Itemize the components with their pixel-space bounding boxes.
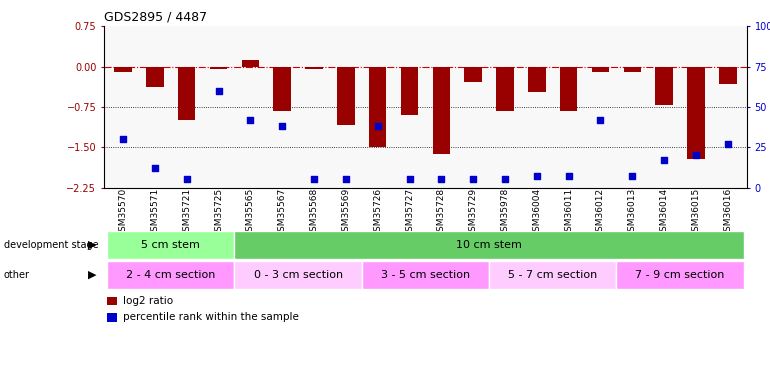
Bar <box>433 67 450 154</box>
Text: GSM36011: GSM36011 <box>564 188 573 237</box>
Text: 5 cm stem: 5 cm stem <box>142 240 200 250</box>
Text: GSM35727: GSM35727 <box>405 188 414 237</box>
Bar <box>617 261 744 289</box>
Bar <box>107 261 234 289</box>
Text: GSM36016: GSM36016 <box>723 188 732 237</box>
Text: GSM36014: GSM36014 <box>660 188 668 237</box>
Bar <box>234 261 362 289</box>
Point <box>213 88 225 94</box>
Point <box>721 141 734 147</box>
Bar <box>114 67 132 72</box>
Point <box>403 177 416 183</box>
Bar <box>369 67 387 147</box>
Bar <box>687 67 705 159</box>
Point <box>371 123 383 129</box>
Point <box>180 177 192 183</box>
Bar <box>528 67 546 92</box>
Text: GSM35571: GSM35571 <box>150 188 159 237</box>
Text: GSM35728: GSM35728 <box>437 188 446 237</box>
Text: 3 - 5 cm section: 3 - 5 cm section <box>381 270 470 280</box>
Bar <box>305 67 323 69</box>
Point <box>276 123 288 129</box>
Text: GSM36015: GSM36015 <box>691 188 701 237</box>
Text: 5 - 7 cm section: 5 - 7 cm section <box>508 270 598 280</box>
Point <box>594 117 607 123</box>
Text: GSM35565: GSM35565 <box>246 188 255 237</box>
Bar <box>655 67 673 105</box>
Bar <box>107 297 117 305</box>
Text: GDS2895 / 4487: GDS2895 / 4487 <box>104 11 207 24</box>
Point <box>531 173 543 179</box>
Text: ▶: ▶ <box>88 270 96 280</box>
Text: GSM35726: GSM35726 <box>373 188 382 237</box>
Text: development stage: development stage <box>4 240 99 250</box>
Bar <box>719 67 737 84</box>
Point <box>467 177 480 183</box>
Point <box>563 173 575 179</box>
Bar <box>178 67 196 120</box>
Text: GSM36004: GSM36004 <box>532 188 541 237</box>
Point <box>244 117 256 123</box>
Text: 7 - 9 cm section: 7 - 9 cm section <box>635 270 725 280</box>
Text: GSM35570: GSM35570 <box>119 188 128 237</box>
Point <box>149 165 161 171</box>
Point <box>340 177 352 183</box>
Bar <box>107 314 117 322</box>
Text: log2 ratio: log2 ratio <box>123 296 173 306</box>
Text: percentile rank within the sample: percentile rank within the sample <box>123 312 299 322</box>
Text: other: other <box>4 270 30 280</box>
Text: GSM36013: GSM36013 <box>628 188 637 237</box>
Text: GSM35978: GSM35978 <box>500 188 510 237</box>
Bar <box>107 231 234 259</box>
Text: GSM35729: GSM35729 <box>469 188 477 237</box>
Bar <box>362 261 489 289</box>
Bar <box>624 67 641 72</box>
Point <box>308 177 320 183</box>
Point <box>626 173 638 179</box>
Text: GSM35721: GSM35721 <box>182 188 191 237</box>
Bar <box>273 67 291 111</box>
Text: 10 cm stem: 10 cm stem <box>456 240 522 250</box>
Text: GSM35568: GSM35568 <box>310 188 319 237</box>
Bar <box>496 67 514 111</box>
Text: GSM36012: GSM36012 <box>596 188 605 237</box>
Point <box>658 157 671 163</box>
Bar <box>209 67 227 69</box>
Bar <box>560 67 578 111</box>
Bar <box>489 261 617 289</box>
Point <box>690 152 702 158</box>
Bar <box>234 231 744 259</box>
Bar <box>337 67 355 124</box>
Text: 0 - 3 cm section: 0 - 3 cm section <box>253 270 343 280</box>
Text: ▶: ▶ <box>88 240 96 250</box>
Bar <box>591 67 609 72</box>
Bar <box>242 60 259 67</box>
Text: GSM35725: GSM35725 <box>214 188 223 237</box>
Bar <box>146 67 164 87</box>
Point <box>499 177 511 183</box>
Bar <box>400 67 418 115</box>
Point <box>117 136 129 142</box>
Text: GSM35569: GSM35569 <box>341 188 350 237</box>
Text: 2 - 4 cm section: 2 - 4 cm section <box>126 270 216 280</box>
Text: GSM35567: GSM35567 <box>278 188 286 237</box>
Point <box>435 177 447 183</box>
Bar <box>464 67 482 82</box>
